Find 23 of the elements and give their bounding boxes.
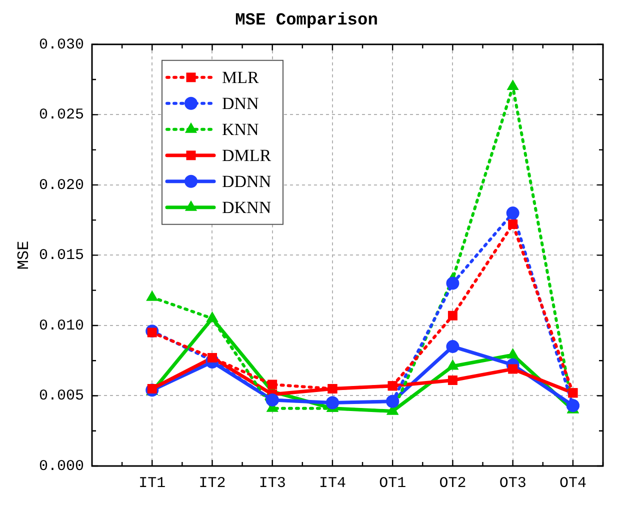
legend-label: DNN <box>222 94 259 113</box>
legend-label: KNN <box>222 120 259 139</box>
y-tick-label: 0.025 <box>38 106 84 124</box>
y-tick-label: 0.010 <box>38 317 84 334</box>
x-tick-label: OT1 <box>379 474 406 492</box>
x-tick-label: OT4 <box>559 474 586 492</box>
legend-label: DDNN <box>222 172 272 191</box>
x-tick-label: IT2 <box>198 474 226 492</box>
x-tick-label: IT1 <box>138 474 166 492</box>
y-tick-label: 0.000 <box>38 458 84 475</box>
x-tick-label: IT4 <box>318 474 346 492</box>
legend-label: MLR <box>222 68 260 87</box>
x-tick-label: OT3 <box>499 474 526 492</box>
y-tick-label: 0.020 <box>38 176 84 194</box>
x-tick-label: OT2 <box>439 474 466 492</box>
y-axis-title: MSE <box>14 240 33 270</box>
chart-title: MSE Comparison <box>235 11 378 30</box>
y-tick-label: 0.005 <box>38 388 84 405</box>
legend-label: DMLR <box>222 146 272 165</box>
y-tick-label: 0.015 <box>38 247 84 264</box>
legend-label: DKNN <box>222 198 272 217</box>
y-tick-label: 0.030 <box>38 36 84 54</box>
x-tick-label: IT3 <box>258 474 286 492</box>
